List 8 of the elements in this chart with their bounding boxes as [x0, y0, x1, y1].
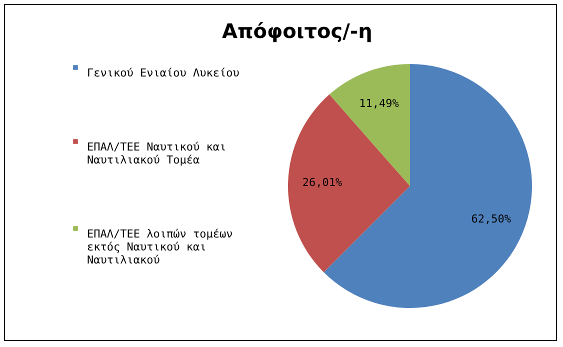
data-label: 11,49% — [359, 96, 400, 110]
legend-label: ΕΠΑΛ/ΤΕΕ Ναυτικού και Ναυτιλιακού Τομέα — [87, 140, 226, 166]
pie-slice — [288, 94, 410, 272]
legend-label: ΕΠΑΛ/ΤΕΕ λοιπών τομέων εκτός Ναυτικού και Ναυτιλιακού — [87, 228, 233, 266]
chart-title: Απόφοιτος/-η — [222, 19, 372, 43]
legend-label: Γενικού Ενιαίου Λυκείου — [87, 66, 240, 80]
data-label: 62,50% — [471, 212, 512, 226]
data-label: 26,01% — [302, 176, 342, 190]
